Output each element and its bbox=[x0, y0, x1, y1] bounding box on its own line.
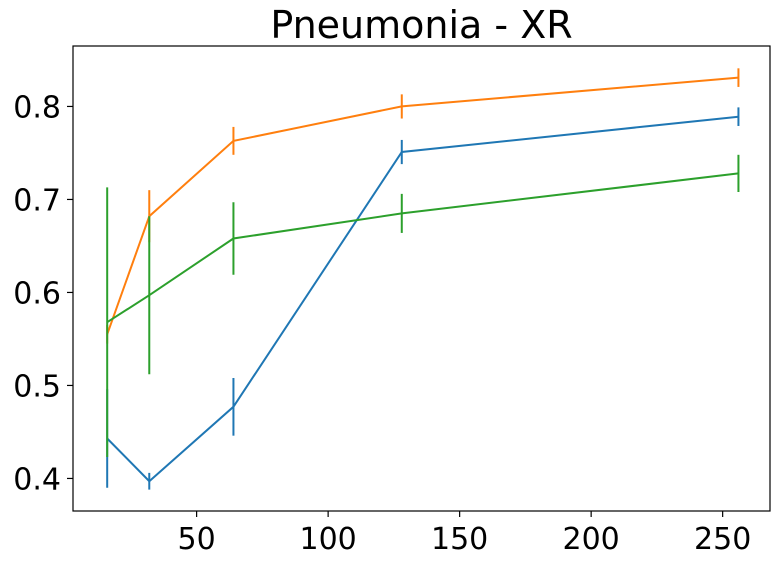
chart-title: Pneumonia - XR bbox=[270, 3, 572, 47]
y-tick-label: 0.7 bbox=[13, 183, 61, 218]
x-tick-label: 50 bbox=[178, 522, 216, 557]
y-tick-label: 0.6 bbox=[13, 276, 61, 311]
y-tick-label: 0.5 bbox=[13, 369, 61, 404]
y-axis: 0.4 0.5 0.6 0.7 0.8 bbox=[13, 90, 73, 497]
x-tick-label: 150 bbox=[431, 522, 488, 557]
series-line bbox=[106, 115, 739, 483]
x-tick-label: 100 bbox=[299, 522, 356, 557]
series-line bbox=[106, 76, 739, 335]
series-line bbox=[106, 172, 739, 324]
y-tick-label: 0.4 bbox=[13, 462, 61, 497]
series-1 bbox=[106, 107, 740, 490]
series-2 bbox=[106, 68, 740, 344]
series-layer bbox=[106, 68, 740, 490]
plot-area bbox=[72, 45, 771, 512]
x-tick-label: 200 bbox=[563, 522, 620, 557]
x-tick-label: 250 bbox=[694, 522, 751, 557]
series-3 bbox=[106, 154, 740, 458]
y-tick-label: 0.8 bbox=[13, 90, 61, 125]
x-axis: 50 100 150 200 250 bbox=[178, 511, 751, 557]
